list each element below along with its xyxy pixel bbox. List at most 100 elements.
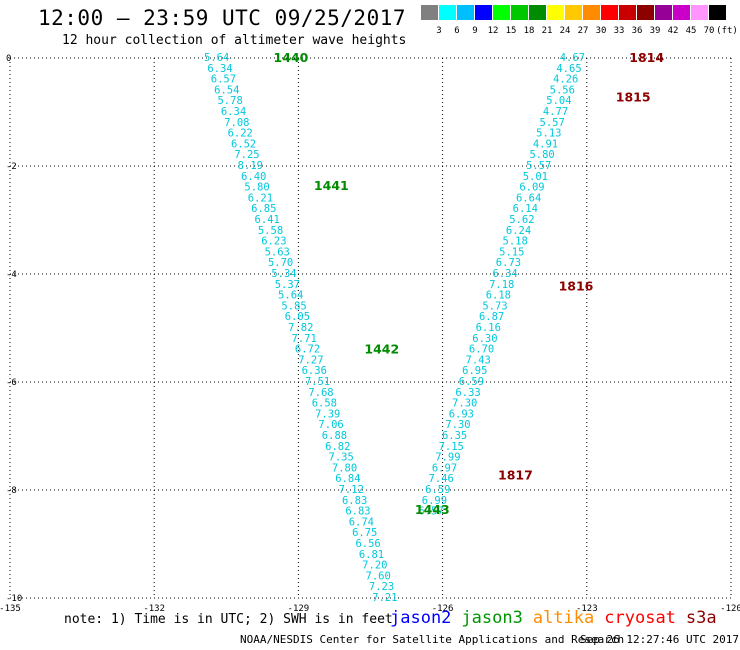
swh-value: 7.46 (429, 473, 454, 485)
swh-value: 5.70 (268, 257, 293, 269)
swh-value: 5.63 (265, 246, 290, 258)
lon-tick-label: -132 (143, 604, 165, 614)
swh-value: 7.35 (329, 452, 354, 464)
scale-swatch (511, 5, 528, 20)
swh-value: 6.34 (221, 106, 246, 118)
swh-value: 6.36 (302, 365, 327, 377)
scale-swatch (493, 5, 510, 20)
swh-value: 5.64 (278, 290, 303, 302)
swh-value: 6.95 (462, 365, 487, 377)
axis-ticks: 0 -2 -4 -6 -8 -10-135 -132 -129 -126 -123 -120 (0, 54, 740, 614)
scale-swatch (601, 5, 618, 20)
swh-value: 6.83 (345, 506, 370, 518)
swh-value: 6.82 (325, 441, 350, 453)
swh-value: 6.22 (228, 128, 253, 140)
track-number-label: 1814 (629, 50, 664, 65)
swh-value: 7.82 (288, 322, 313, 334)
swh-value: 6.83 (342, 495, 367, 507)
swh-value: 5.18 (503, 236, 528, 248)
swh-value: 6.59 (425, 484, 450, 496)
swh-value: 4.26 (553, 74, 578, 86)
swh-value: 7.25 (234, 149, 259, 161)
track-number-label: 1816 (559, 278, 594, 293)
swh-value: 5.13 (536, 128, 561, 140)
swh-value: 6.57 (418, 506, 443, 518)
swh-value: 4.91 (533, 138, 558, 150)
swh-value: 7.99 (435, 452, 460, 464)
swh-value: 7.27 (298, 354, 323, 366)
page-subtitle: 12 hour collection of altimeter wave hei… (62, 33, 407, 48)
swh-value: 7.60 (366, 570, 391, 582)
swh-value: 5.73 (482, 300, 507, 312)
swh-value: 6.40 (241, 171, 266, 183)
lon-tick-label: -129 (288, 604, 310, 614)
swh-value: 6.73 (496, 257, 521, 269)
scale-label: 70 (703, 26, 715, 36)
lat-tick-label: -2 (6, 162, 17, 172)
swh-value: 6.05 (285, 311, 310, 323)
swh-value: 6.57 (211, 74, 236, 86)
swh-value: 5.01 (523, 171, 548, 183)
scale-label: 21 (541, 26, 553, 36)
swh-value: 5.57 (526, 160, 551, 172)
track-number-label: 1815 (616, 89, 651, 104)
lat-tick-label: -6 (6, 378, 17, 388)
scale-label: 6 (454, 26, 460, 36)
swh-value: 6.09 (519, 182, 544, 194)
scale-label: 36 (631, 26, 643, 36)
scale-swatch (673, 5, 690, 20)
scale-swatch (457, 5, 474, 20)
swh-value: 6.84 (335, 473, 360, 485)
swh-value: 5.80 (529, 149, 554, 161)
scale-label: 33 (613, 26, 625, 36)
swh-value: 6.85 (251, 203, 276, 215)
satellite-legend: jason2 jason3 altika cryosat s3a (390, 608, 727, 628)
swh-value: 7.12 (339, 484, 364, 496)
swh-value: 6.70 (469, 344, 494, 356)
swh-value: 6.74 (349, 516, 374, 528)
scale-swatch (691, 5, 708, 20)
timestamp-text: Sep 26 12:27:46 UTC 2017 (580, 633, 739, 646)
lat-tick-label: -4 (6, 270, 17, 280)
lat-tick-label: -8 (6, 486, 17, 496)
credit-text: NOAA/NESDIS Center for Satellite Applica… (240, 633, 625, 646)
lon-tick-label: -126 (432, 604, 454, 614)
swh-value: 6.75 (352, 527, 377, 539)
swh-value: 4.77 (543, 106, 568, 118)
swh-value: 6.64 (516, 192, 541, 204)
note-text: note: 1) Time is in UTC; 2) SWH is in fe… (64, 612, 393, 627)
swh-value: 7.51 (305, 376, 330, 388)
swh-value: 7.39 (315, 408, 340, 420)
scale-label: 3 (436, 26, 442, 36)
swh-value: 6.14 (513, 203, 538, 215)
scale-swatch (583, 5, 600, 20)
page-title: 12:00 – 23:59 UTC 09/25/2017 (38, 6, 407, 30)
swh-value: 5.34 (271, 268, 296, 280)
swh-value: 6.41 (255, 214, 280, 226)
legend-item-jason2: jason2 (390, 608, 452, 628)
swh-value: 6.34 (492, 268, 517, 280)
swh-value: 7.21 (372, 592, 397, 604)
scale-swatch (421, 5, 438, 20)
swh-value: 6.34 (207, 63, 232, 75)
swh-value: 8.19 (238, 160, 263, 172)
swh-value: 6.30 (472, 333, 497, 345)
swh-value: 6.58 (312, 398, 337, 410)
scale-swatch (529, 5, 546, 20)
scale-swatch (637, 5, 654, 20)
swh-value: 6.81 (359, 549, 384, 561)
swh-points: 5.646.346.576.545.786.347.086.226.527.25… (204, 52, 585, 604)
swh-value: 5.80 (244, 182, 269, 194)
scale-label: (ft) (716, 26, 738, 36)
swh-value: 7.30 (452, 398, 477, 410)
scale-swatch (619, 5, 636, 20)
scale-swatch (547, 5, 564, 20)
swh-value: 7.80 (332, 462, 357, 474)
swh-value: 6.18 (486, 290, 511, 302)
track-number-label: 1817 (498, 467, 533, 482)
lon-tick-label: -120 (720, 604, 740, 614)
lat-tick-label: 0 (6, 54, 11, 64)
scale-swatch (655, 5, 672, 20)
scale-swatch (565, 5, 582, 20)
